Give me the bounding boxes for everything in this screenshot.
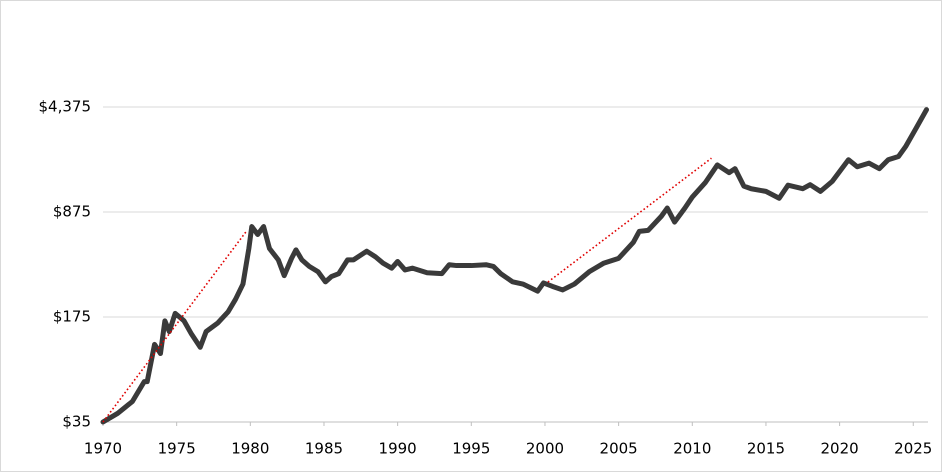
y-tick-label: $875 [53, 203, 91, 221]
x-tick-label: 1985 [305, 440, 343, 458]
x-tick-label: 2010 [673, 440, 711, 458]
y-tick-label: $4,375 [39, 98, 92, 116]
x-tick-label: 1990 [379, 440, 417, 458]
x-tick-label: 2015 [747, 440, 785, 458]
x-tick-label: 2000 [526, 440, 564, 458]
y-tick-label: $35 [62, 413, 91, 431]
x-tick-label: 1975 [158, 440, 196, 458]
x-tick-label: 2005 [600, 440, 638, 458]
price-line [100, 107, 930, 425]
x-tick-label: 1995 [452, 440, 490, 458]
x-tick-label: 1970 [84, 440, 122, 458]
x-tick-label: 1980 [231, 440, 269, 458]
x-tick-label: 2025 [894, 440, 932, 458]
x-tick-label: 2020 [821, 440, 859, 458]
y-tick-label: $175 [53, 308, 91, 326]
